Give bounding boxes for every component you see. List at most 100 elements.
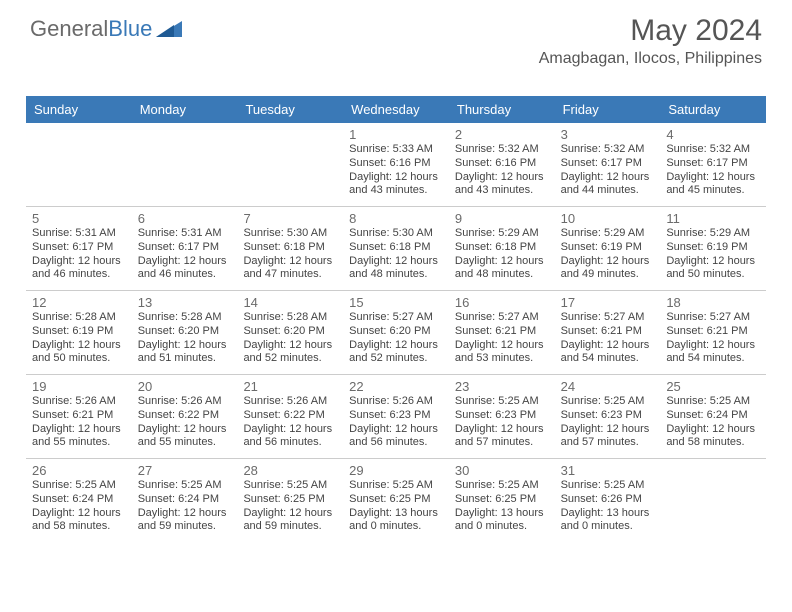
day-number: 9 bbox=[455, 211, 549, 226]
calendar-cell: 23Sunrise: 5:25 AMSunset: 6:23 PMDayligh… bbox=[449, 375, 555, 458]
dow-label: Wednesday bbox=[343, 96, 449, 123]
day-number: 12 bbox=[32, 295, 126, 310]
sunset-line: Sunset: 6:21 PM bbox=[561, 325, 655, 339]
sunset-line: Sunset: 6:20 PM bbox=[138, 325, 232, 339]
daylight-line: Daylight: 13 hours and 0 minutes. bbox=[349, 507, 443, 535]
calendar-cell: 3Sunrise: 5:32 AMSunset: 6:17 PMDaylight… bbox=[555, 123, 661, 206]
dow-label: Monday bbox=[132, 96, 238, 123]
daylight-line: Daylight: 12 hours and 44 minutes. bbox=[561, 171, 655, 199]
daylight-line: Daylight: 12 hours and 54 minutes. bbox=[561, 339, 655, 367]
sunset-line: Sunset: 6:22 PM bbox=[138, 409, 232, 423]
sunrise-line: Sunrise: 5:26 AM bbox=[243, 395, 337, 409]
day-number: 5 bbox=[32, 211, 126, 226]
sunrise-line: Sunrise: 5:29 AM bbox=[666, 227, 760, 241]
daylight-line: Daylight: 12 hours and 58 minutes. bbox=[32, 507, 126, 535]
daylight-line: Daylight: 12 hours and 55 minutes. bbox=[32, 423, 126, 451]
sunrise-line: Sunrise: 5:25 AM bbox=[32, 479, 126, 493]
calendar-cell: 18Sunrise: 5:27 AMSunset: 6:21 PMDayligh… bbox=[660, 291, 766, 374]
daylight-line: Daylight: 12 hours and 57 minutes. bbox=[561, 423, 655, 451]
dow-label: Saturday bbox=[660, 96, 766, 123]
daylight-line: Daylight: 12 hours and 55 minutes. bbox=[138, 423, 232, 451]
sunset-line: Sunset: 6:19 PM bbox=[32, 325, 126, 339]
sunset-line: Sunset: 6:18 PM bbox=[243, 241, 337, 255]
sunset-line: Sunset: 6:21 PM bbox=[666, 325, 760, 339]
calendar-week: 1Sunrise: 5:33 AMSunset: 6:16 PMDaylight… bbox=[26, 123, 766, 206]
calendar-cell: 28Sunrise: 5:25 AMSunset: 6:25 PMDayligh… bbox=[237, 459, 343, 542]
daylight-line: Daylight: 12 hours and 46 minutes. bbox=[32, 255, 126, 283]
sunset-line: Sunset: 6:19 PM bbox=[666, 241, 760, 255]
calendar-cell: 15Sunrise: 5:27 AMSunset: 6:20 PMDayligh… bbox=[343, 291, 449, 374]
logo-text-2: Blue bbox=[108, 16, 152, 42]
daylight-line: Daylight: 12 hours and 57 minutes. bbox=[455, 423, 549, 451]
day-number: 4 bbox=[666, 127, 760, 142]
daylight-line: Daylight: 12 hours and 43 minutes. bbox=[455, 171, 549, 199]
sunrise-line: Sunrise: 5:26 AM bbox=[32, 395, 126, 409]
calendar-cell: 31Sunrise: 5:25 AMSunset: 6:26 PMDayligh… bbox=[555, 459, 661, 542]
sunset-line: Sunset: 6:20 PM bbox=[349, 325, 443, 339]
sunrise-line: Sunrise: 5:25 AM bbox=[561, 479, 655, 493]
daylight-line: Daylight: 12 hours and 43 minutes. bbox=[349, 171, 443, 199]
sunrise-line: Sunrise: 5:32 AM bbox=[666, 143, 760, 157]
day-number: 17 bbox=[561, 295, 655, 310]
calendar-cell: 6Sunrise: 5:31 AMSunset: 6:17 PMDaylight… bbox=[132, 207, 238, 290]
day-number: 23 bbox=[455, 379, 549, 394]
calendar-cell: 12Sunrise: 5:28 AMSunset: 6:19 PMDayligh… bbox=[26, 291, 132, 374]
sunset-line: Sunset: 6:17 PM bbox=[32, 241, 126, 255]
sunset-line: Sunset: 6:19 PM bbox=[561, 241, 655, 255]
calendar-cell: 22Sunrise: 5:26 AMSunset: 6:23 PMDayligh… bbox=[343, 375, 449, 458]
sunset-line: Sunset: 6:23 PM bbox=[561, 409, 655, 423]
day-number: 27 bbox=[138, 463, 232, 478]
sunset-line: Sunset: 6:25 PM bbox=[455, 493, 549, 507]
day-number: 11 bbox=[666, 211, 760, 226]
calendar-cell: 13Sunrise: 5:28 AMSunset: 6:20 PMDayligh… bbox=[132, 291, 238, 374]
sunrise-line: Sunrise: 5:32 AM bbox=[455, 143, 549, 157]
sunset-line: Sunset: 6:24 PM bbox=[138, 493, 232, 507]
page-title: May 2024 bbox=[539, 14, 762, 48]
calendar-cell bbox=[660, 459, 766, 542]
calendar-cell: 8Sunrise: 5:30 AMSunset: 6:18 PMDaylight… bbox=[343, 207, 449, 290]
sunset-line: Sunset: 6:17 PM bbox=[138, 241, 232, 255]
sunrise-line: Sunrise: 5:28 AM bbox=[243, 311, 337, 325]
calendar-cell: 5Sunrise: 5:31 AMSunset: 6:17 PMDaylight… bbox=[26, 207, 132, 290]
sunset-line: Sunset: 6:16 PM bbox=[455, 157, 549, 171]
day-number: 16 bbox=[455, 295, 549, 310]
calendar-cell: 9Sunrise: 5:29 AMSunset: 6:18 PMDaylight… bbox=[449, 207, 555, 290]
sunrise-line: Sunrise: 5:25 AM bbox=[138, 479, 232, 493]
calendar-cell: 20Sunrise: 5:26 AMSunset: 6:22 PMDayligh… bbox=[132, 375, 238, 458]
sunrise-line: Sunrise: 5:33 AM bbox=[349, 143, 443, 157]
calendar-cell: 11Sunrise: 5:29 AMSunset: 6:19 PMDayligh… bbox=[660, 207, 766, 290]
day-number: 10 bbox=[561, 211, 655, 226]
sunrise-line: Sunrise: 5:25 AM bbox=[561, 395, 655, 409]
daylight-line: Daylight: 12 hours and 58 minutes. bbox=[666, 423, 760, 451]
calendar-week: 5Sunrise: 5:31 AMSunset: 6:17 PMDaylight… bbox=[26, 206, 766, 290]
calendar-cell: 21Sunrise: 5:26 AMSunset: 6:22 PMDayligh… bbox=[237, 375, 343, 458]
sunrise-line: Sunrise: 5:29 AM bbox=[561, 227, 655, 241]
day-number: 2 bbox=[455, 127, 549, 142]
daylight-line: Daylight: 12 hours and 59 minutes. bbox=[138, 507, 232, 535]
day-number: 1 bbox=[349, 127, 443, 142]
sunset-line: Sunset: 6:23 PM bbox=[455, 409, 549, 423]
sunrise-line: Sunrise: 5:25 AM bbox=[666, 395, 760, 409]
day-number: 21 bbox=[243, 379, 337, 394]
sunset-line: Sunset: 6:20 PM bbox=[243, 325, 337, 339]
calendar-cell: 7Sunrise: 5:30 AMSunset: 6:18 PMDaylight… bbox=[237, 207, 343, 290]
day-number: 31 bbox=[561, 463, 655, 478]
sunrise-line: Sunrise: 5:32 AM bbox=[561, 143, 655, 157]
calendar-cell: 2Sunrise: 5:32 AMSunset: 6:16 PMDaylight… bbox=[449, 123, 555, 206]
calendar-cell: 24Sunrise: 5:25 AMSunset: 6:23 PMDayligh… bbox=[555, 375, 661, 458]
calendar-cell: 4Sunrise: 5:32 AMSunset: 6:17 PMDaylight… bbox=[660, 123, 766, 206]
daylight-line: Daylight: 13 hours and 0 minutes. bbox=[455, 507, 549, 535]
sunset-line: Sunset: 6:17 PM bbox=[561, 157, 655, 171]
header-block: May 2024 Amagbagan, Ilocos, Philippines bbox=[539, 14, 762, 68]
day-number: 18 bbox=[666, 295, 760, 310]
sunrise-line: Sunrise: 5:27 AM bbox=[349, 311, 443, 325]
sunset-line: Sunset: 6:18 PM bbox=[455, 241, 549, 255]
sunset-line: Sunset: 6:21 PM bbox=[32, 409, 126, 423]
logo-text-1: General bbox=[30, 16, 108, 42]
daylight-line: Daylight: 12 hours and 52 minutes. bbox=[349, 339, 443, 367]
day-number: 25 bbox=[666, 379, 760, 394]
brand-logo: GeneralBlue bbox=[30, 16, 182, 42]
daylight-line: Daylight: 12 hours and 50 minutes. bbox=[666, 255, 760, 283]
dow-label: Sunday bbox=[26, 96, 132, 123]
sunset-line: Sunset: 6:26 PM bbox=[561, 493, 655, 507]
